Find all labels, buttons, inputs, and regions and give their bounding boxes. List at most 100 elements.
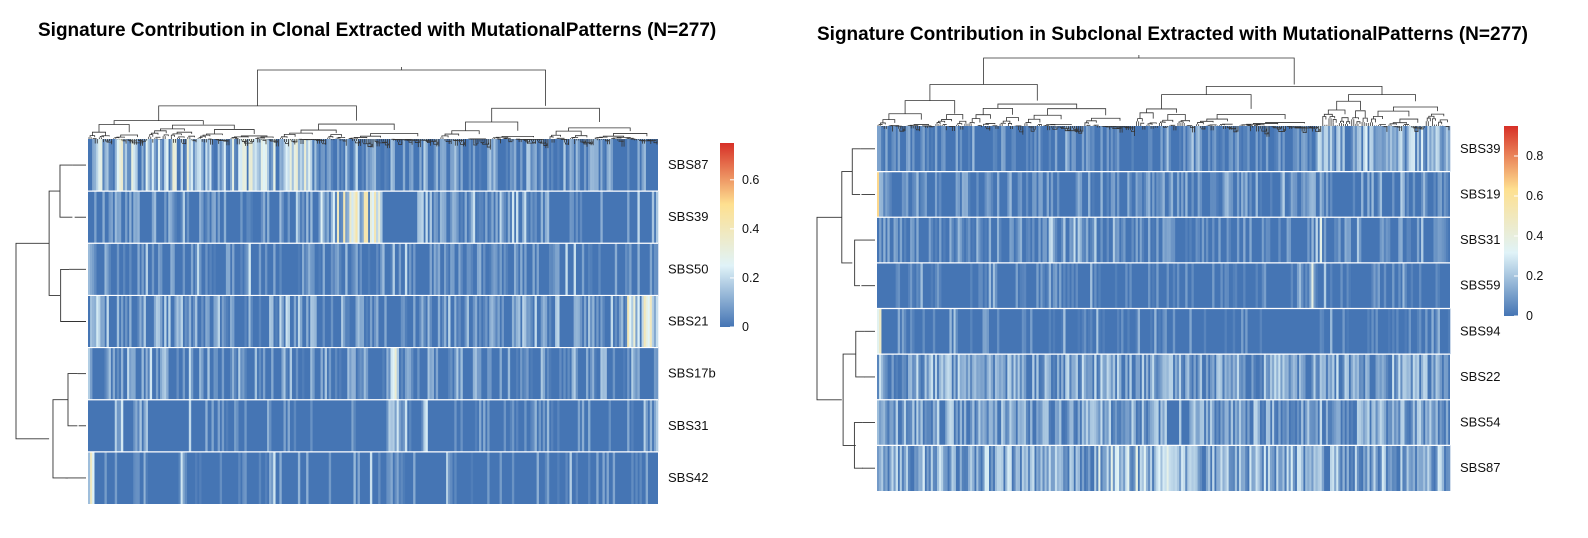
heatmap-cell	[1282, 354, 1285, 400]
heatmap-cell	[1433, 217, 1436, 263]
heatmap-cell	[1102, 445, 1105, 491]
heatmap-cell	[1038, 217, 1041, 263]
heatmap-cell	[446, 451, 449, 504]
heatmap-cell	[606, 139, 609, 192]
heatmap-cell	[1191, 171, 1194, 218]
heatmap-cell	[579, 295, 583, 348]
heatmap-cell	[188, 347, 192, 400]
dendrogram-branch	[582, 142, 591, 144]
heatmap-cell	[912, 354, 915, 400]
heatmap-cell	[326, 139, 330, 192]
heatmap-cell	[1160, 445, 1163, 491]
heatmap-cell	[945, 399, 948, 446]
heatmap-cell	[1054, 445, 1058, 491]
heatmap-cell	[1222, 399, 1225, 446]
dendrogram-branch	[480, 141, 485, 144]
heatmap-cell	[353, 191, 356, 244]
heatmap-cell	[924, 399, 927, 446]
heatmap-cell	[1327, 126, 1331, 172]
heatmap-cell	[151, 139, 155, 192]
heatmap-cell	[371, 139, 375, 192]
heatmap-cell	[633, 295, 636, 348]
heatmap-cell	[1270, 354, 1273, 400]
heatmap-cell	[990, 354, 994, 400]
heatmap-cell	[996, 354, 1000, 400]
heatmap-cell	[1228, 399, 1232, 446]
heatmap-cell	[1065, 354, 1068, 400]
heatmap-cell	[312, 243, 315, 296]
heatmap-cell	[509, 399, 513, 452]
heatmap-cell	[312, 347, 315, 400]
dendrogram-branch	[1216, 114, 1286, 120]
dendrogram-branch	[218, 140, 227, 141]
heatmap-cell	[1392, 445, 1395, 491]
heatmap-cell	[1019, 399, 1023, 446]
heatmap-cell	[1404, 308, 1407, 355]
heatmap-cell	[1307, 445, 1310, 491]
heatmap-cell	[1278, 126, 1281, 172]
heatmap-cell	[324, 347, 327, 400]
heatmap-cell	[209, 139, 212, 192]
heatmap-cell	[390, 347, 393, 400]
heatmap-cell	[1164, 399, 1167, 446]
dendrogram-branch	[1201, 128, 1206, 130]
heatmap-cell	[413, 451, 416, 504]
heatmap-cell	[1298, 354, 1302, 400]
heatmap-cell	[1203, 308, 1207, 355]
heatmap-cell	[1042, 262, 1045, 309]
dendrogram-branch	[1341, 117, 1349, 122]
heatmap-cell	[456, 191, 459, 244]
heatmap-cell	[1330, 262, 1333, 309]
heatmap-cell	[1065, 399, 1068, 446]
dendrogram-branch	[370, 133, 419, 137]
heatmap-cell	[1431, 354, 1434, 400]
heatmap-cell	[627, 399, 630, 452]
heatmap-cell	[1311, 399, 1314, 446]
heatmap-cell	[240, 191, 243, 244]
heatmap-cell	[978, 262, 981, 309]
heatmap-cell	[957, 354, 961, 400]
heatmap-cell	[310, 191, 313, 244]
heatmap-cell	[1085, 399, 1089, 446]
heatmap-cell	[215, 347, 218, 400]
heatmap-cell	[195, 139, 198, 192]
heatmap-cell	[324, 191, 327, 244]
heatmap-cell	[1207, 399, 1211, 446]
heatmap-cell	[1338, 126, 1341, 172]
heatmap-cell	[984, 217, 987, 263]
heatmap-cell	[351, 347, 354, 400]
heatmap-cell	[1164, 308, 1167, 355]
heatmap-cell	[1228, 126, 1232, 172]
heatmap-cell	[1013, 445, 1016, 491]
heatmap-cell	[357, 451, 360, 504]
heatmap-cell	[1123, 445, 1126, 491]
heatmap-cell	[1147, 126, 1151, 172]
dendrogram-branch	[1008, 123, 1012, 125]
heatmap-cell	[524, 347, 527, 400]
heatmap-cell	[551, 399, 554, 452]
heatmap-cell	[1046, 354, 1049, 400]
heatmap-cell	[160, 139, 163, 192]
heatmap-cell	[345, 295, 348, 348]
heatmap-cell	[903, 445, 907, 491]
dendrogram-branch	[114, 137, 120, 139]
heatmap-cell	[454, 451, 457, 504]
heatmap-cell	[546, 191, 550, 244]
heatmap-cell	[978, 445, 981, 491]
dendrogram-branch	[120, 134, 138, 138]
heatmap-cell	[1315, 262, 1318, 309]
heatmap-cell	[551, 139, 554, 192]
heatmap-cell	[1127, 308, 1130, 355]
heatmap-cell	[1379, 126, 1383, 172]
heatmap-cell	[928, 354, 932, 400]
dendrogram-branch	[913, 124, 929, 126]
heatmap-cell	[905, 171, 909, 218]
heatmap-cell	[534, 191, 537, 244]
heatmap-cell	[1350, 445, 1354, 491]
heatmap-cell	[590, 347, 593, 400]
heatmap-cell	[957, 171, 961, 218]
heatmap-cell	[429, 243, 432, 296]
heatmap-cell	[1447, 126, 1451, 172]
heatmap-cell	[1394, 399, 1397, 446]
heatmap-cell	[972, 354, 975, 400]
